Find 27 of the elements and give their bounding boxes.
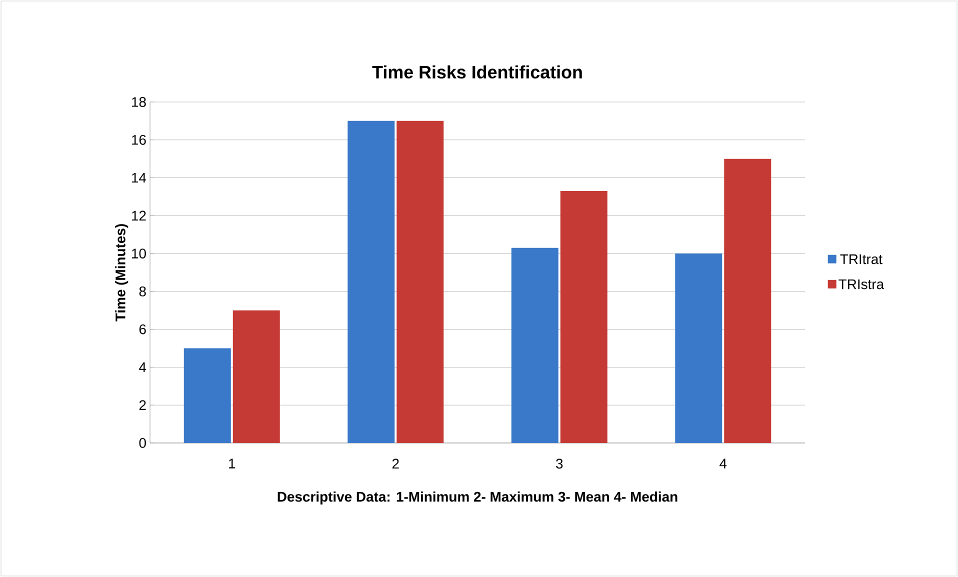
x-tick-label: 1 xyxy=(229,458,236,468)
bar xyxy=(675,254,722,443)
y-tick-label: 18 xyxy=(132,97,146,107)
bar xyxy=(184,348,231,443)
bar xyxy=(232,310,280,443)
y-tick-label: 6 xyxy=(139,324,146,334)
bar xyxy=(560,191,608,443)
y-tick-label: 14 xyxy=(132,172,146,183)
x-tick-label: 3 xyxy=(556,458,563,469)
bar xyxy=(511,248,558,443)
bar xyxy=(348,120,395,443)
y-tick-label: 0 xyxy=(139,438,146,448)
bar xyxy=(724,158,772,443)
x-tick-label: 2 xyxy=(392,458,399,468)
y-tick-label: 12 xyxy=(132,210,146,221)
y-tick-label: 4 xyxy=(139,362,146,372)
legend-label: TRIstra xyxy=(838,279,884,290)
y-axis-title: Time (Minutes) xyxy=(115,224,128,322)
x-tick-label: 4 xyxy=(720,458,727,468)
chart-title: Time Risks Identification xyxy=(372,65,582,78)
legend-label: TRItrat xyxy=(840,254,882,264)
y-tick-label: 10 xyxy=(132,248,146,258)
y-tick-label: 8 xyxy=(139,286,146,296)
x-axis-title: Descriptive Data: 1-Minimum 2- Maximum 3- Mean 4- Median xyxy=(278,491,678,504)
y-tick-label: 16 xyxy=(132,134,146,145)
bar xyxy=(396,120,444,443)
y-tick-label: 2 xyxy=(139,400,146,410)
